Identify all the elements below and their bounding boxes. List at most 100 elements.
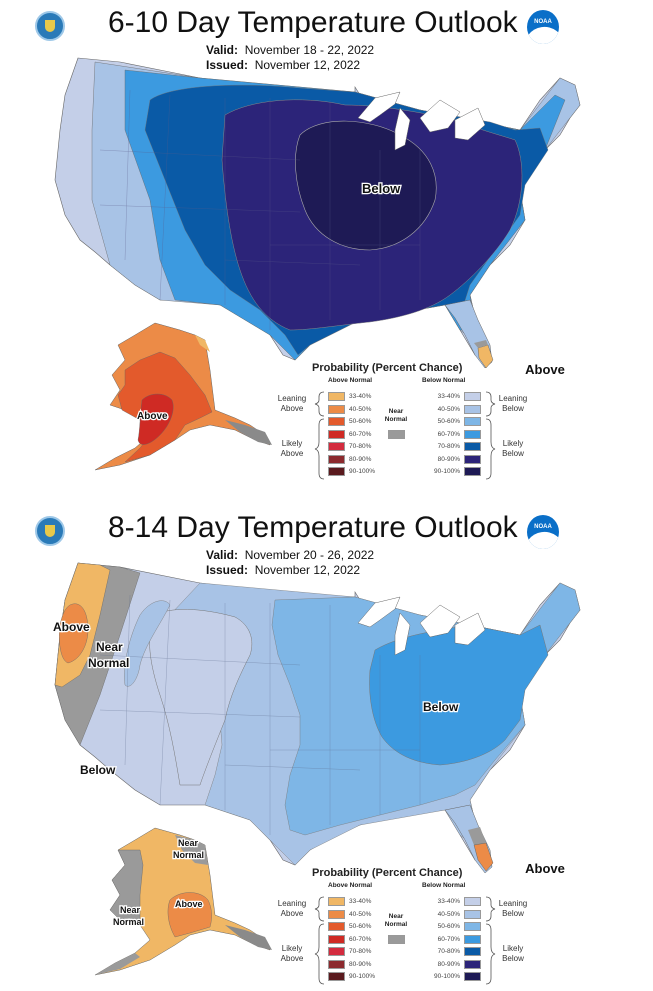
legend-range-below: 90-100% — [433, 973, 460, 980]
outlook-panel-6-10-day: 6-10 Day Temperature Outlook NOAA Valid:… — [0, 0, 653, 495]
map-label-alaska-ne-normal: Normal — [173, 850, 204, 860]
legend-swatch-above-1 — [328, 404, 345, 414]
legend-swatch-above-4 — [328, 442, 345, 451]
legend-range-above: 50-60% — [349, 418, 372, 425]
brace-icon — [485, 418, 496, 480]
legend-swatch-above-3 — [328, 934, 345, 944]
legend-range-below: 70-80% — [437, 948, 460, 955]
legend-likely-below: Likely Below — [502, 439, 524, 458]
legend-swatch-below-3 — [464, 429, 481, 439]
map-label-alaska-w-normal: Normal — [113, 917, 144, 927]
region-40-50-idaho — [124, 600, 171, 687]
legend-leaning-below: Leaning Below — [498, 899, 528, 918]
probability-legend: Probability (Percent Chance) Above Norma… — [262, 867, 530, 989]
issued-date: November 12, 2022 — [254, 58, 361, 72]
map-label-southwest-below: Below — [80, 763, 116, 777]
brace-icon — [314, 896, 325, 922]
legend-swatch-above-5 — [328, 454, 345, 464]
legend-braces — [314, 896, 496, 985]
legend-range-above: 80-90% — [349, 455, 372, 463]
noaa-logo-icon: NOAA — [527, 10, 559, 44]
legend-range-below: 33-40% — [437, 898, 460, 905]
legend-swatch-above-3 — [328, 429, 345, 439]
legend-range-below: 33-40% — [437, 393, 460, 400]
map-label-east-below: Below — [423, 700, 459, 714]
florida-near-normal — [474, 340, 488, 348]
legend-range-below: 60-70% — [437, 935, 460, 943]
florida-near-normal — [468, 827, 486, 845]
legend-range-above: 33-40% — [349, 393, 372, 400]
panel-title: 8-14 Day Temperature Outlook — [108, 511, 518, 544]
alaska-top-leaning — [195, 335, 210, 352]
map-label-florida-above: Above — [525, 861, 565, 876]
noaa-logo-text: NOAA — [534, 19, 552, 25]
map-label-west-near: Near — [96, 640, 123, 654]
conus-map: Above Near Normal Below Below Above Near… — [52, 562, 581, 976]
map-label-alaska-ne-near: Near — [178, 838, 199, 848]
alaska-near-normal-panhandle — [225, 925, 272, 950]
legend-swatch-below-5 — [464, 959, 481, 969]
legend-range-above: 80-90% — [349, 960, 372, 968]
map-label-florida-above: Above — [525, 362, 565, 377]
legend-leaning-above: Leaning Above — [277, 899, 307, 918]
legend-title: Probability (Percent Chance) — [312, 867, 463, 879]
legend-range-above: 70-80% — [349, 443, 372, 450]
legend-title: Probability (Percent Chance) — [312, 362, 463, 374]
legend-swatch-above-0 — [328, 897, 345, 906]
legend-range-above: 33-40% — [349, 898, 372, 905]
brace-icon — [485, 391, 496, 417]
legend-swatch-above-5 — [328, 959, 345, 969]
legend-swatch-below-4 — [464, 947, 481, 956]
validity-info: Valid: November 18 - 22, 2022 Issued: No… — [206, 43, 374, 73]
brace-icon — [485, 923, 496, 985]
legend-swatch-below-0 — [464, 392, 481, 401]
legend-swatch-above-4 — [328, 947, 345, 956]
legend-range-below: 80-90% — [437, 455, 460, 463]
legend-leaning-above: Leaning Above — [277, 394, 307, 413]
legend-swatch-below-3 — [464, 934, 481, 944]
legend-range-above: 40-50% — [349, 405, 372, 413]
legend-swatch-above-6 — [328, 972, 345, 981]
legend-range-above: 40-50% — [349, 910, 372, 918]
legend-range-below: 60-70% — [437, 430, 460, 438]
legend-range-below: 50-60% — [437, 923, 460, 930]
issued-label: Issued: — [206, 58, 249, 72]
legend-swatch-near-normal — [388, 430, 405, 439]
legend-likely-above: Likely Above — [280, 439, 304, 458]
legend-likely-below: Likely Below — [502, 944, 524, 963]
valid-dates: November 18 - 22, 2022 — [244, 43, 375, 57]
doc-seal-icon — [35, 11, 65, 41]
outlook-panel-8-14-day: 8-14 Day Temperature Outlook NOAA Valid:… — [0, 505, 653, 991]
region-90-100-below — [295, 120, 437, 251]
legend-range-below: 40-50% — [437, 405, 460, 413]
legend-range-below: 90-100% — [433, 468, 460, 475]
map-label-alaska-above: Above — [175, 899, 203, 909]
legend-braces — [314, 391, 496, 480]
legend-near-normal: Near Normal — [384, 913, 408, 928]
map-label-west-above: Above — [53, 620, 90, 634]
map-label-alaska-w-near: Near — [120, 905, 141, 915]
legend-swatch-below-5 — [464, 454, 481, 464]
legend-above-header: Above Normal — [328, 377, 373, 384]
legend-range-below: 80-90% — [437, 960, 460, 968]
legend-swatch-below-6 — [464, 972, 481, 981]
legend-range-above: 60-70% — [349, 430, 372, 438]
valid-dates: November 20 - 26, 2022 — [244, 548, 375, 562]
legend-range-below: 50-60% — [437, 418, 460, 425]
legend-range-below: 40-50% — [437, 910, 460, 918]
great-lakes — [357, 596, 486, 656]
map-label-below: Below — [362, 181, 401, 196]
great-lakes — [357, 91, 486, 151]
legend-below-header: Below Normal — [422, 377, 466, 384]
legend-leaning-below: Leaning Below — [498, 394, 528, 413]
conus-map: Below Above Above — [54, 57, 581, 471]
issued-label: Issued: — [206, 563, 249, 577]
legend-range-above: 70-80% — [349, 948, 372, 955]
legend-swatch-below-4 — [464, 442, 481, 451]
noaa-logo-icon: NOAA — [527, 515, 559, 549]
legend-range-above: 90-100% — [349, 973, 376, 980]
legend-range-above: 60-70% — [349, 935, 372, 943]
brace-icon — [314, 418, 325, 480]
legend-likely-above: Likely Above — [280, 944, 304, 963]
alaska-near-normal-panhandle — [225, 420, 272, 445]
